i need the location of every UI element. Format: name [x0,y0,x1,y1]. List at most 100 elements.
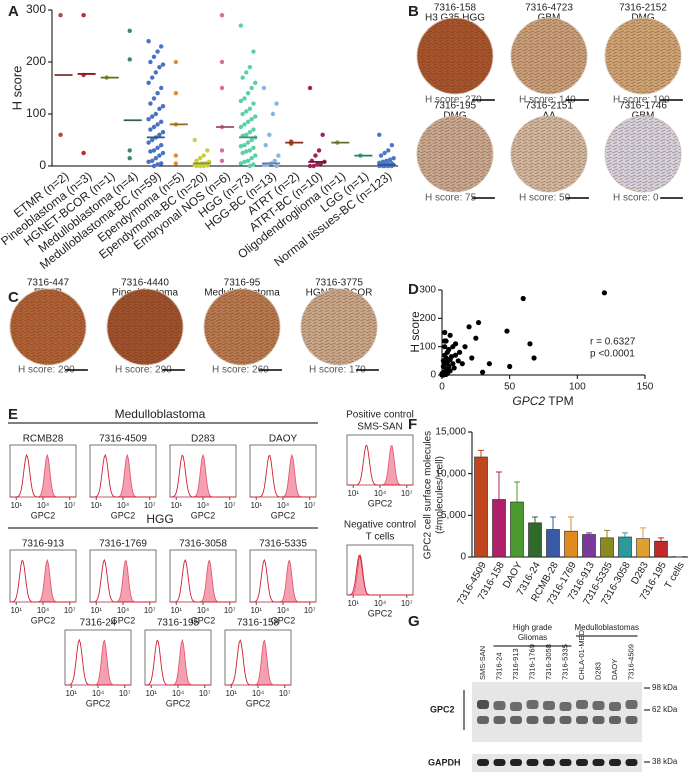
sample-id: 7316-2152 [619,3,667,14]
y-tick-label: 0 [460,552,466,563]
dot [242,143,247,148]
dot [155,145,160,150]
x-tick-label: 10⁷ [64,606,76,615]
dot [205,148,210,153]
x-tick-label: 10⁴ [92,689,105,698]
band [526,716,539,724]
band [493,701,506,710]
dot [159,161,164,166]
point [442,329,448,336]
dot [249,85,254,91]
sample-id: 7316-1746 [619,101,667,112]
dot [272,158,277,163]
blot-gpc2 [472,682,642,742]
point [448,353,455,360]
tissue-texture [417,18,493,94]
band [543,759,555,766]
histogram-frame [224,629,292,686]
x-axis-label: GPC2 TPM [512,394,573,408]
point [466,324,472,330]
x-tick-label: 10⁷ [64,501,76,510]
sample-id: 7316-447 [27,278,70,289]
dot [238,98,244,104]
y-tick-label: 200 [419,313,436,324]
dot [201,163,206,169]
dot [81,150,86,156]
y-tick-label: 300 [26,2,46,16]
sample-name: DAOY [269,434,298,445]
dot [249,117,254,122]
point [601,290,608,296]
tissue-texture [605,116,681,192]
h-score: H score: 270 [425,95,482,106]
dot [160,130,166,135]
panel-letter: B [408,3,419,20]
dot [251,127,256,132]
x-axis-label: GPC2 [271,510,296,520]
dot [242,159,247,165]
bar [618,536,632,558]
point [446,346,452,353]
bar [492,499,506,558]
x-tick-label: 10¹ [225,689,237,698]
dot [240,150,245,156]
band [477,700,489,709]
row-label: GAPDH [428,757,461,767]
lane-label: 7316-1769 [527,644,536,680]
dot [307,85,313,91]
dot [251,162,256,167]
dot [242,122,247,127]
sample-id: 7316-2151 [525,101,573,112]
tissue-texture [511,116,587,192]
x-tick-label: 10¹ [145,689,157,698]
x-axis-label: GPC2 [166,698,191,708]
x-axis-label: GPC2 [86,698,111,708]
point [443,355,449,361]
group-title: Medulloblastoma [115,407,206,421]
band [592,759,605,766]
row-label: GPC2 [430,704,455,714]
sample-name: 7316-24 [80,618,117,629]
x-axis-label: GPC2 [246,698,271,708]
sample-name: 7316-1769 [99,539,147,550]
x-axis-label: GPC2 [191,510,216,520]
point [527,341,533,347]
dot [251,49,256,54]
x-tick-label: 10⁷ [304,606,316,615]
error-bar [514,481,520,502]
dot [146,159,151,165]
dot [382,150,387,156]
panel-letter: F [408,416,417,433]
dot [247,148,253,153]
y-tick-label: 0 [39,158,46,172]
dot [249,156,254,161]
x-tick-label: 10⁴ [277,501,290,510]
tissue-texture [204,289,280,365]
dot [219,59,225,65]
y-tick-label: 0 [430,370,436,381]
dot [261,85,267,91]
x-tick-label: 10⁷ [304,501,316,510]
control-title: Negative control [344,520,416,531]
histogram-frame [169,549,237,603]
dot [219,13,225,18]
band [543,716,555,724]
point [442,338,448,344]
dot [155,91,160,96]
dot [244,109,249,114]
dot [267,132,272,137]
dot [151,54,157,59]
x-tick-label: 10⁴ [117,606,130,615]
x-tick-label: 10⁴ [197,606,210,615]
dot [197,163,203,169]
band [493,759,506,766]
x-tick-label: 150 [637,382,654,393]
tissue-texture [511,18,587,94]
dot [253,114,258,119]
dot [197,156,203,161]
sample-name: 7316-5335 [259,539,307,550]
band [625,700,638,709]
dot [244,70,249,75]
x-axis-label: GPC2 [111,510,136,520]
sample-id: 7316-3775 [315,278,363,289]
